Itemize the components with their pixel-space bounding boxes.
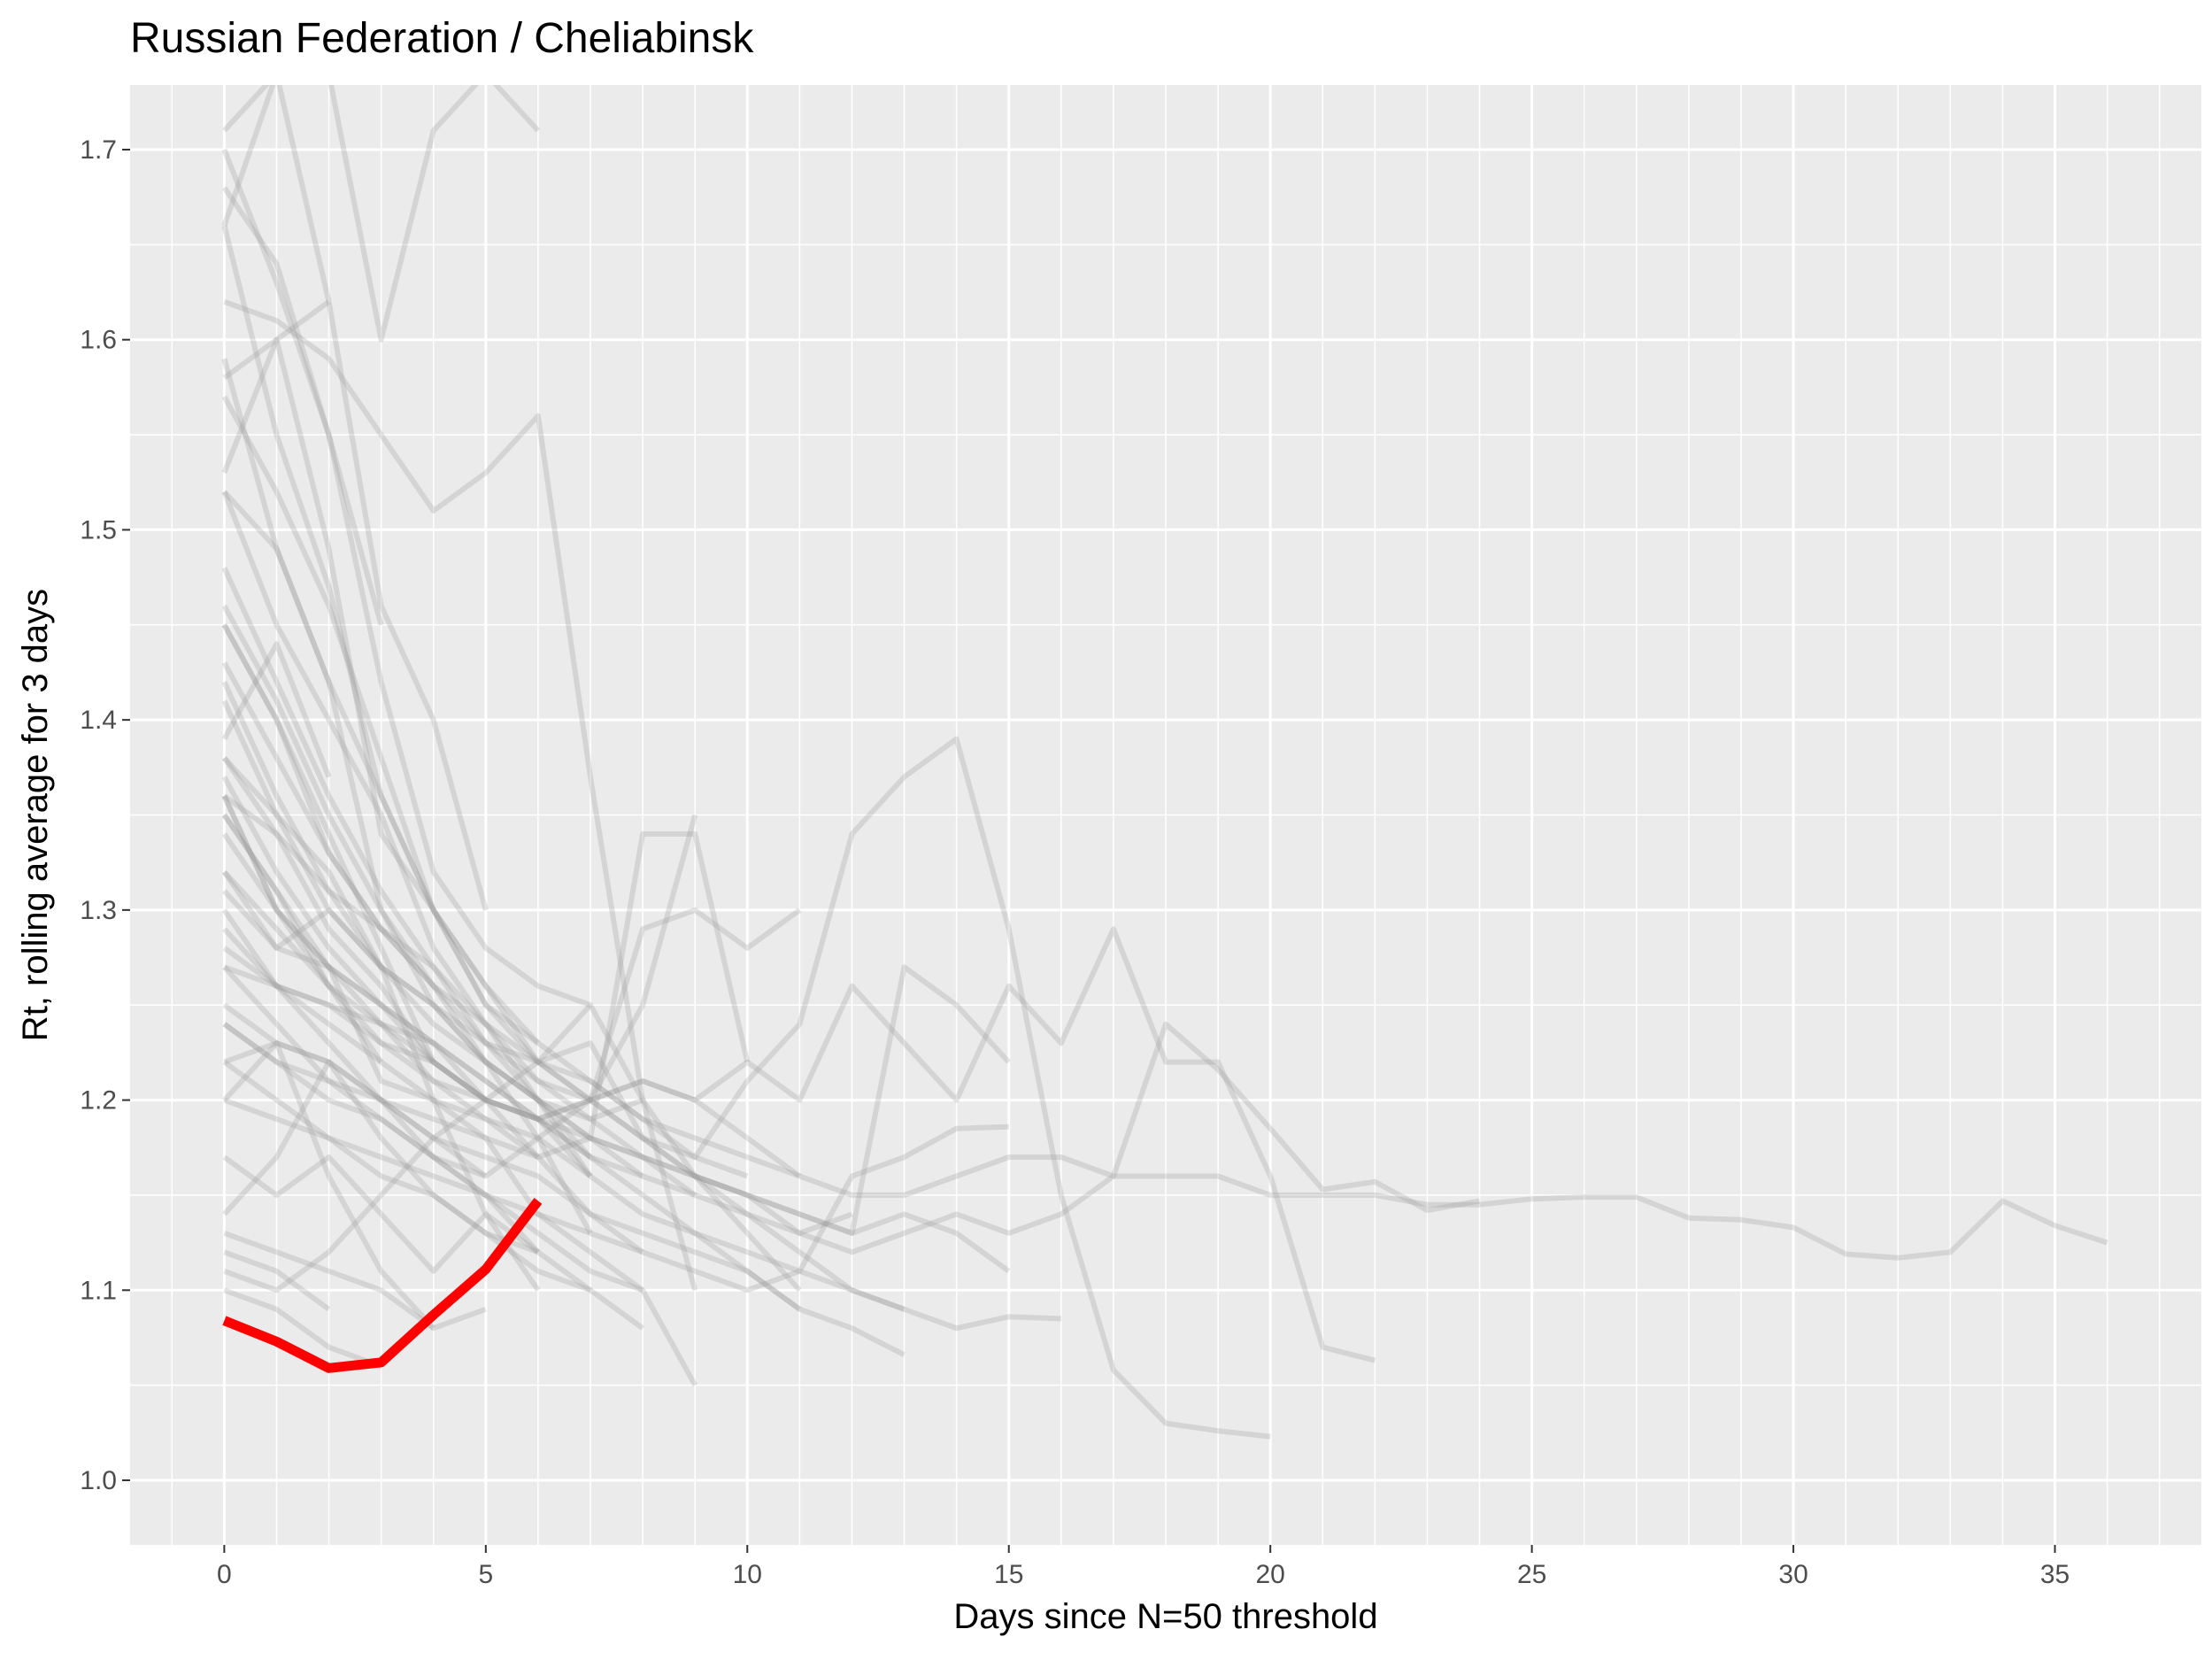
- background-series-line: [221, 813, 384, 1064]
- background-series-line: [223, 1040, 435, 1331]
- grid: [130, 85, 2201, 1545]
- background-series-line: [222, 965, 644, 1293]
- background-series-line: [221, 680, 2108, 1261]
- x-tick-label: 20: [1255, 1560, 1284, 1589]
- chart-title: Russian Federation / Cheliabinsk: [130, 15, 754, 62]
- x-tick-label: 10: [733, 1560, 762, 1589]
- background-series-line: [221, 736, 1271, 1440]
- background-series-line: [222, 1002, 1481, 1255]
- background-series-line: [222, 1022, 802, 1312]
- background-series-line: [222, 756, 1011, 1274]
- background-series-line: [222, 814, 698, 1216]
- background-series-line: [221, 756, 488, 1103]
- highlight-series-line: [222, 1198, 543, 1373]
- axes: 0 5 10 15 20 25 30 35 1.0 1.1 1.2 1.3 1.4 1.5 1.6 1.7: [80, 135, 2069, 1589]
- y-tick-label: 1.7: [80, 135, 117, 165]
- x-tick-label: 0: [217, 1560, 232, 1589]
- x-tick-label: 5: [478, 1560, 493, 1589]
- background-series-line: [221, 85, 489, 911]
- background-series-line: [221, 623, 436, 1063]
- background-series-line: [221, 604, 644, 1122]
- background-series-line: [222, 1022, 541, 1255]
- y-tick-label: 1.2: [80, 1086, 117, 1116]
- background-series-line: [223, 1097, 593, 1293]
- background-series-line: [221, 776, 592, 1160]
- x-axis-title: Days since N=50 threshold: [953, 1597, 1377, 1636]
- background-series-line: [221, 641, 332, 778]
- background-series-line: [223, 1097, 644, 1331]
- background-series-line: [221, 794, 802, 1122]
- background-series-line: [221, 567, 697, 1198]
- background-series-line: [221, 908, 1061, 1332]
- background-series-line: [222, 793, 802, 1178]
- background-series-line: [221, 832, 644, 1255]
- background-series-line: [221, 148, 802, 1293]
- background-series-line: [221, 661, 751, 1141]
- x-tick-label: 15: [994, 1560, 1023, 1589]
- background-series-line: [223, 964, 906, 1357]
- background-series-line: [222, 1154, 540, 1274]
- x-tick-label: 35: [2040, 1560, 2069, 1589]
- y-tick-label: 1.5: [80, 515, 117, 544]
- background-series-line: [221, 490, 644, 1179]
- series-group: [221, 85, 2108, 1440]
- y-tick-label: 1.3: [80, 896, 117, 925]
- background-series-line: [221, 299, 331, 475]
- background-series-line: [222, 1040, 592, 1293]
- y-tick-label: 1.6: [80, 326, 117, 355]
- background-series-line: [222, 490, 593, 1178]
- background-series-line: [221, 186, 384, 626]
- plot-area: 0 5 10 15 20 25 30 35 1.0 1.1 1.2 1.3 1.4 1.5 1.6 1.7: [80, 85, 2201, 1589]
- background-series-line: [222, 927, 488, 1178]
- background-series-line: [221, 813, 540, 1160]
- background-series-line: [221, 358, 749, 1179]
- background-series-line: [223, 1249, 331, 1312]
- x-tick-label: 25: [1517, 1560, 1546, 1589]
- background-series-line: [222, 869, 1376, 1363]
- y-tick-label: 1.1: [80, 1276, 117, 1305]
- background-series-line: [223, 1231, 487, 1332]
- background-series-line: [221, 225, 906, 1312]
- background-series-line: [222, 946, 853, 1236]
- background-series-line: [223, 298, 698, 1292]
- background-series-line: [222, 1060, 1009, 1293]
- background-series-line: [221, 395, 540, 1046]
- background-series-line: [221, 870, 541, 1293]
- background-series-line: [222, 85, 541, 343]
- background-series-line: [221, 623, 1011, 1236]
- background-series-line: [222, 336, 593, 1065]
- background-series-line: [221, 699, 593, 1235]
- y-tick-label: 1.0: [80, 1466, 117, 1495]
- x-tick-label: 30: [1778, 1560, 1807, 1589]
- background-series-line: [222, 889, 698, 1387]
- y-axis-title: Rt, rolling average for 3 days: [16, 589, 55, 1041]
- background-series-line: [223, 1287, 382, 1370]
- y-tick-label: 1.4: [80, 706, 117, 735]
